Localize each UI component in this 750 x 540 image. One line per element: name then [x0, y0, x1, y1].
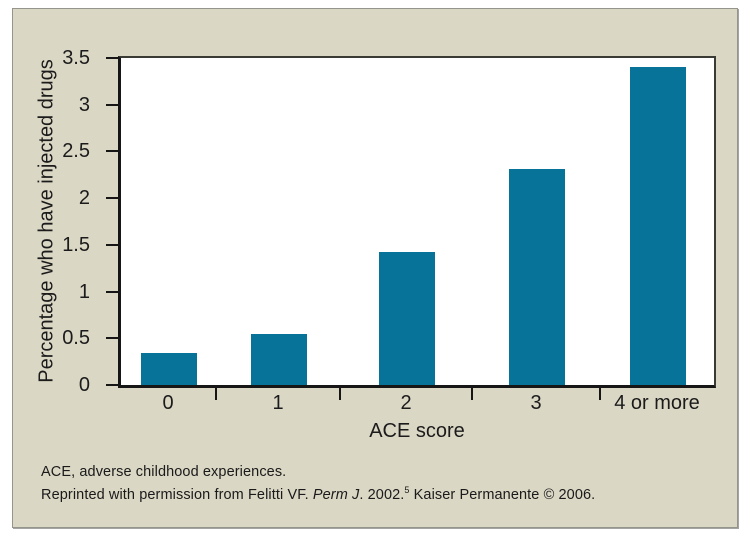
y-tick-2: [106, 197, 119, 200]
y-tick-1.5: [106, 243, 119, 246]
y-tick-3.5: [106, 57, 119, 59]
y-tick-0: [106, 384, 119, 386]
plot-area: [118, 56, 716, 388]
x-tick-3: [471, 388, 473, 400]
x-tick-4: [599, 388, 601, 400]
y-tick-1: [106, 290, 119, 293]
x-category-label-1: 1: [272, 392, 284, 414]
x-category-label-0: 0: [162, 392, 174, 414]
y-tick-label-2.5: 2.5: [62, 140, 90, 163]
x-tick-1: [215, 388, 217, 400]
y-axis-title: Percentage who have injected drugs: [35, 59, 58, 383]
bar-ace-4-or-more: [630, 67, 686, 385]
footnote-journal-name: Perm J: [312, 487, 360, 503]
bar-ace-2: [379, 252, 435, 385]
x-category-label-2: 2: [400, 392, 412, 414]
footnote-attribution-prefix: Reprinted with permission from Felitti V…: [41, 487, 313, 503]
y-tick-label-1: 1: [78, 280, 90, 303]
bar-ace-0: [141, 353, 197, 385]
y-tick-label-0.5: 0.5: [62, 327, 90, 350]
y-tick-3: [106, 103, 119, 106]
x-category-label-4-or-more: 4 or more: [614, 392, 700, 414]
y-tick-label-2: 2: [78, 187, 90, 210]
y-tick-label-1.5: 1.5: [62, 233, 90, 256]
y-tick-label-0: 0: [78, 374, 90, 396]
footnote-reference-superscript: 5: [404, 485, 410, 496]
bar-ace-3: [509, 169, 565, 385]
y-tick-2.5: [106, 150, 119, 153]
footnote-copyright: Kaiser Permanente © 2006.: [409, 487, 596, 503]
x-axis-title: ACE score: [369, 420, 465, 442]
y-tick-label-3.5: 3.5: [62, 47, 90, 69]
footnote-attribution: Reprinted with permission from Felitti V…: [41, 485, 596, 503]
y-tick-label-3: 3: [78, 93, 90, 116]
x-category-label-3: 3: [530, 392, 542, 414]
y-tick-0.5: [106, 337, 119, 340]
bar-ace-1: [251, 334, 307, 385]
figure-panel: 0 0.5 1 1.5 2 2.5 3 3.5 0 1 2 3 4 or more Percentag…: [12, 8, 738, 528]
footnote-attribution-year: . 2002.: [359, 487, 405, 503]
footnote-abbreviation: ACE, adverse childhood experiences.: [41, 464, 287, 480]
x-tick-2: [339, 388, 341, 400]
